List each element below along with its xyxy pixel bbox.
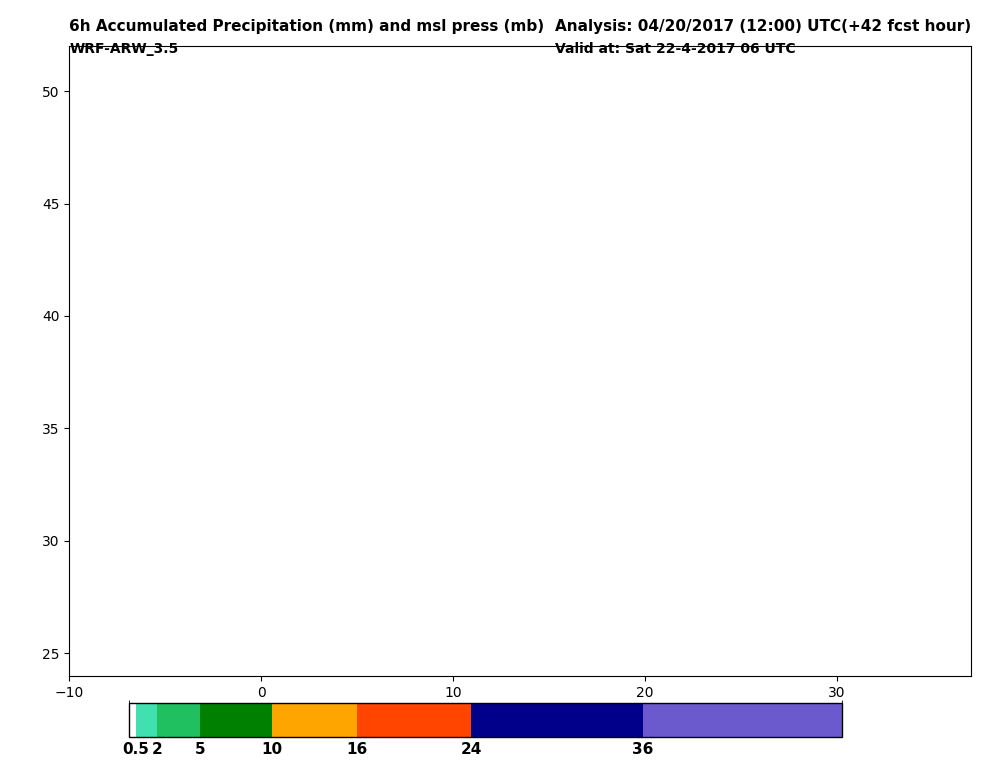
Text: Valid at: Sat 22-4-2017 06 UTC: Valid at: Sat 22-4-2017 06 UTC — [555, 42, 796, 56]
Text: Analysis: 04/20/2017 (12:00) UTC(+42 fcst hour): Analysis: 04/20/2017 (12:00) UTC(+42 fcs… — [555, 19, 971, 35]
Text: WRF-ARW_3.5: WRF-ARW_3.5 — [69, 42, 178, 56]
Text: 6h Accumulated Precipitation (mm) and msl press (mb): 6h Accumulated Precipitation (mm) and ms… — [69, 19, 544, 35]
